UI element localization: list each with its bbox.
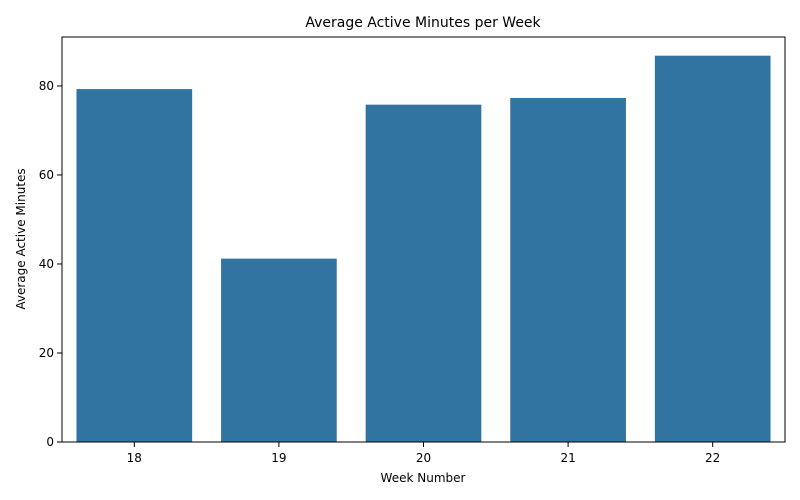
x-tick-label: 21 [560, 451, 575, 465]
x-tick-label: 22 [705, 451, 720, 465]
x-tick-label: 18 [127, 451, 142, 465]
bar-week-21 [510, 97, 626, 442]
y-tick-label: 40 [39, 257, 54, 271]
chart-title: Average Active Minutes per Week [305, 15, 541, 31]
y-tick-label: 60 [39, 168, 54, 182]
y-axis-label: Average Active Minutes [14, 168, 28, 309]
y-tick-label: 80 [39, 79, 54, 93]
axes-frame [61, 36, 786, 443]
plot-frame [61, 36, 786, 443]
bar-week-20 [365, 104, 482, 443]
x-tick-label: 19 [271, 451, 286, 465]
x-axis-label: Week Number [381, 471, 466, 485]
bar-week-19 [221, 258, 337, 442]
x-tick-label: 20 [416, 451, 431, 465]
y-tick-label: 0 [46, 435, 54, 449]
bar-week-22 [654, 55, 771, 442]
x-axis: 18 19 20 21 22 [127, 442, 720, 465]
bar-week-18 [76, 89, 193, 442]
y-axis: 0 20 40 60 80 [39, 79, 62, 449]
bars-layer [76, 55, 771, 443]
y-tick-label: 20 [39, 346, 54, 360]
